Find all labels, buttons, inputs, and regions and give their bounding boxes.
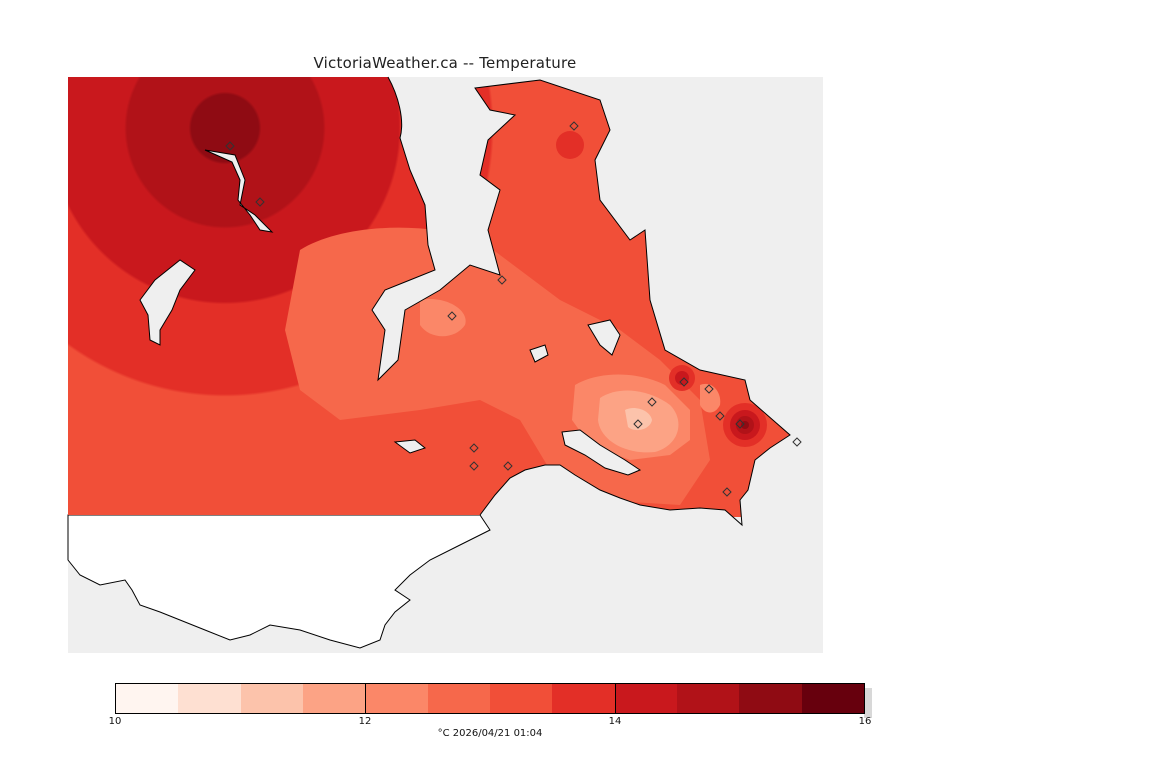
sooke-inlet xyxy=(204,149,274,233)
colorbar-tick-mark xyxy=(365,683,366,714)
island-small xyxy=(393,439,427,454)
station-marker[interactable] xyxy=(469,461,479,471)
lake-small xyxy=(529,344,549,363)
station-marker[interactable] xyxy=(497,275,507,285)
station-marker[interactable] xyxy=(679,377,689,387)
lake-elk xyxy=(587,319,621,356)
station-marker[interactable] xyxy=(647,397,657,407)
temperature-map[interactable] xyxy=(0,0,1152,680)
colorbar-swatch xyxy=(365,684,428,713)
station-markers xyxy=(225,121,802,497)
colorbar-tick-label: 12 xyxy=(358,716,372,727)
colorbar-tick-label: 10 xyxy=(108,716,122,727)
map-title: VictoriaWeather.ca -- Temperature xyxy=(313,54,577,72)
station-marker[interactable] xyxy=(469,443,479,453)
station-marker[interactable] xyxy=(447,311,457,321)
colorbar-tick-label: 16 xyxy=(858,716,872,727)
colorbar-swatch xyxy=(240,684,303,713)
colorbar-swatch xyxy=(739,684,802,713)
station-marker[interactable] xyxy=(792,437,802,447)
colorbar-swatch xyxy=(552,684,615,713)
station-marker[interactable] xyxy=(503,461,513,471)
colorbar-swatch xyxy=(614,684,677,713)
coastline xyxy=(371,76,791,527)
colorbar-swatch xyxy=(116,684,179,713)
station-marker[interactable] xyxy=(704,384,714,394)
colorbar-swatch xyxy=(489,684,553,713)
land-no-data xyxy=(67,514,491,649)
station-marker[interactable] xyxy=(735,419,745,429)
lake-west xyxy=(139,259,196,346)
station-marker[interactable] xyxy=(255,197,265,207)
station-marker[interactable] xyxy=(225,141,235,151)
station-marker[interactable] xyxy=(569,121,579,131)
colorbar-swatch xyxy=(801,684,864,713)
colorbar xyxy=(115,683,865,714)
colorbar-swatch xyxy=(427,684,490,713)
harbour xyxy=(561,429,642,476)
colorbar-swatch xyxy=(676,684,740,713)
colorbar-tick-mark xyxy=(615,683,616,714)
colorbar-swatch xyxy=(302,684,366,713)
station-marker[interactable] xyxy=(722,487,732,497)
station-marker[interactable] xyxy=(715,411,725,421)
footer-timestamp: °C 2026/04/21 01:04 xyxy=(437,728,543,739)
colorbar-swatch xyxy=(178,684,241,713)
colorbar-shadow xyxy=(864,688,872,718)
colorbar-tick-label: 14 xyxy=(608,716,622,727)
station-marker[interactable] xyxy=(633,419,643,429)
